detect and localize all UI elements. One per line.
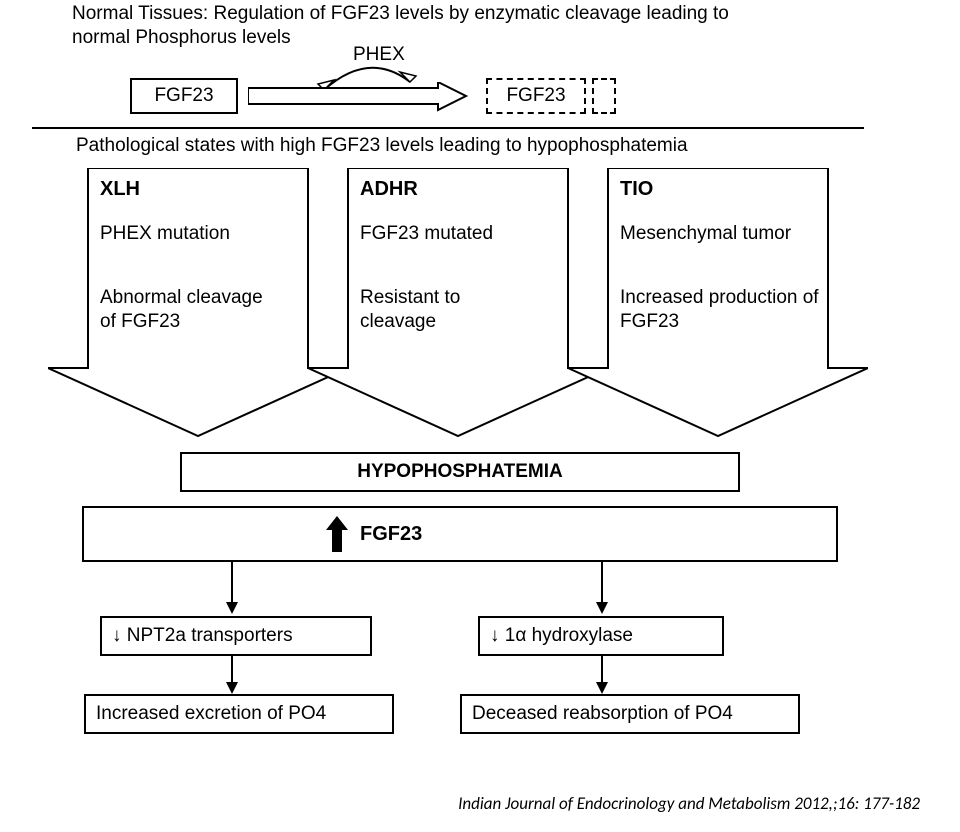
excretion-box: Increased excretion of PO4 — [84, 694, 394, 734]
hypophosphatemia-box: HYPOPHOSPHATEMIA — [180, 452, 740, 492]
npt2a-box: ↓ NPT2a transporters — [100, 616, 372, 656]
fgf23-dashed-box: FGF23 — [486, 78, 586, 114]
top-title: Normal Tissues: Regulation of FGF23 leve… — [72, 2, 792, 50]
col3-row1: Mesenchymal tumor — [620, 222, 820, 246]
col3-heading: TIO — [620, 178, 653, 201]
reabsorption-box: Deceased reabsorption of PO4 — [460, 694, 800, 734]
pathological-title: Pathological states with high FGF23 leve… — [76, 135, 876, 157]
col1-heading: XLH — [100, 178, 140, 201]
split-arrows-2-icon — [82, 656, 838, 696]
col2-row1: FGF23 mutated — [360, 222, 540, 246]
fgf23-fragment-box — [592, 78, 616, 114]
col1-row1: PHEX mutation — [100, 222, 280, 246]
cleavage-arrow-icon — [248, 82, 468, 112]
hydroxylase-box: ↓ 1α hydroxylase — [478, 616, 724, 656]
fgf23-solid-box: FGF23 — [130, 78, 238, 114]
section-divider — [32, 127, 864, 129]
col1-row2: Abnormal cleavage of FGF23 — [100, 286, 280, 334]
col3-row2: Increased production of FGF23 — [620, 286, 820, 334]
citation-text: Indian Journal of Endocrinology and Meta… — [458, 793, 920, 814]
col2-heading: ADHR — [360, 178, 418, 201]
fgf23-increase-label: FGF23 — [360, 523, 422, 546]
up-arrow-icon — [324, 514, 350, 554]
split-arrows-1-icon — [82, 562, 838, 616]
fgf23-increase-box: FGF23 — [82, 506, 838, 562]
col2-row2: Resistant to cleavage — [360, 286, 540, 334]
